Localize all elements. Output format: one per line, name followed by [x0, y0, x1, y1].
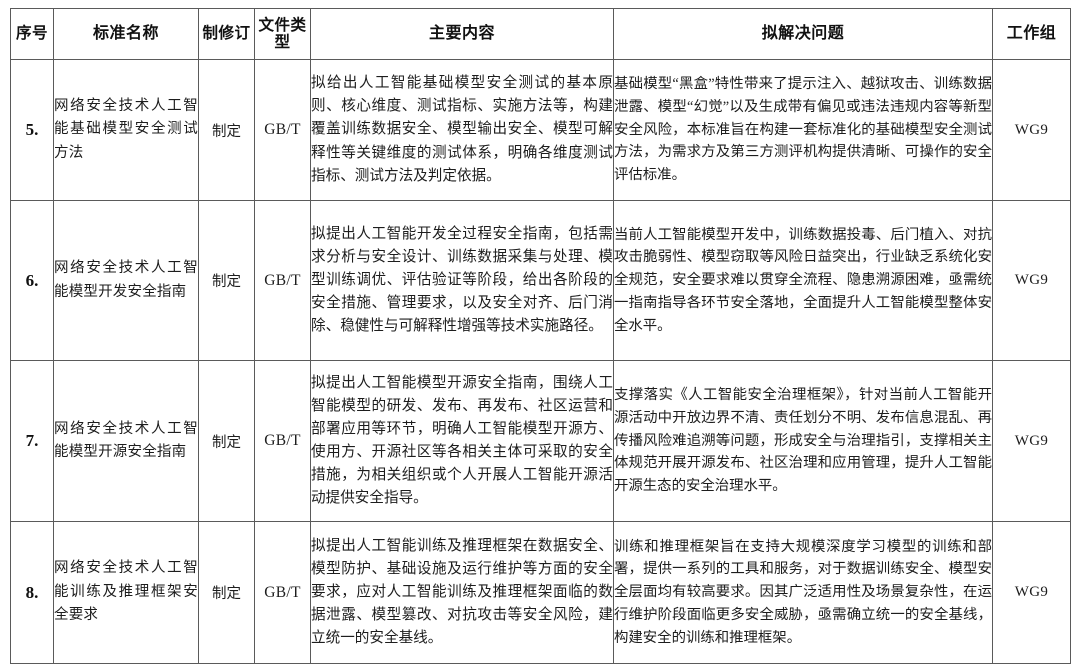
column-header-group: 工作组 [992, 8, 1071, 60]
cell-problem: 基础模型“黑盒”特性带来了提示注入、越狱攻击、训练数据泄露、模型“幻觉”以及生成… [613, 59, 993, 201]
cell-seq: 7. [10, 360, 54, 522]
table-row: 8. 网络安全技术人工智能训练及推理框架安全要求 制定 GB/T 拟提出人工智能… [10, 521, 1071, 664]
cell-seq: 8. [10, 521, 54, 664]
cell-working-group: WG9 [992, 521, 1071, 664]
column-header-problem-label: 拟解决问题 [761, 25, 845, 43]
cell-main-content: 拟提出人工智能开发全过程安全指南，包括需求分析与安全设计、训练数据采集与处理、模… [310, 200, 614, 361]
main-content-text: 拟提出人工智能模型开源安全指南，围绕人工智能模型的研发、发布、再发布、社区运营和… [311, 374, 613, 507]
cell-revise-type: 制定 [198, 521, 255, 664]
column-header-content-label: 主要内容 [428, 25, 495, 43]
standard-name-text: 网络安全技术人工智能训练及推理框架安全要求 [54, 560, 198, 624]
main-content-text: 拟提出人工智能开发全过程安全指南，包括需求分析与安全设计、训练数据采集与处理、模… [311, 225, 613, 335]
main-content-text: 拟给出人工智能基础模型安全测试的基本原则、核心维度、测试指标、实施方法等，构建覆… [311, 75, 613, 184]
problem-text: 基础模型“黑盒”特性带来了提示注入、越狱攻击、训练数据泄露、模型“幻觉”以及生成… [614, 76, 992, 184]
cell-working-group: WG9 [992, 59, 1071, 201]
problem-text: 训练和推理框架旨在支持大规模深度学习模型的训练和部署，提供一系列的工具和服务，对… [614, 538, 992, 646]
column-header-seq: 序号 [10, 8, 54, 60]
column-header-content: 主要内容 [310, 8, 614, 60]
header-row: 序号 标准名称 制修订 文件类型 主要内容 拟解决问题 工作组 [10, 8, 1071, 60]
cell-main-content: 拟提出人工智能模型开源安全指南，围绕人工智能模型的研发、发布、再发布、社区运营和… [310, 360, 614, 522]
document-type-text: GB/T [264, 583, 301, 601]
cell-seq: 5. [10, 59, 54, 201]
cell-document-type: GB/T [254, 521, 311, 664]
cell-document-type: GB/T [254, 200, 311, 361]
main-content-text: 拟提出人工智能训练及推理框架在数据安全、模型防护、基础设施及运行维护等方面的安全… [311, 537, 613, 647]
standard-name-text: 网络安全技术人工智能基础模型安全测试方法 [54, 97, 198, 161]
column-header-seq-label: 序号 [15, 24, 48, 42]
column-header-problem: 拟解决问题 [613, 8, 993, 60]
column-header-doctype-label: 文件类型 [258, 16, 307, 51]
standard-name-text: 网络安全技术人工智能模型开源安全指南 [54, 420, 198, 460]
problem-text: 支撑落实《人工智能安全治理框架》，针对当前人工智能开源活动中开放边界不清、责任划… [614, 387, 992, 495]
column-header-doctype: 文件类型 [254, 8, 311, 60]
column-header-revise-label: 制修订 [202, 25, 251, 43]
table-header: 序号 标准名称 制修订 文件类型 主要内容 拟解决问题 工作组 [10, 8, 1071, 60]
table-body: 5. 网络安全技术人工智能基础模型安全测试方法 制定 GB/T 拟给出人工智能基… [10, 59, 1071, 664]
table-row: 6. 网络安全技术人工智能模型开发安全指南 制定 GB/T 拟提出人工智能开发全… [10, 200, 1071, 361]
cell-main-content: 拟给出人工智能基础模型安全测试的基本原则、核心维度、测试指标、实施方法等，构建覆… [310, 59, 614, 201]
column-header-group-label: 工作组 [1006, 25, 1057, 43]
problem-text: 当前人工智能模型开发中，训练数据投毒、后门植入、对抗攻击脆弱性、模型窃取等风险日… [614, 226, 992, 334]
cell-main-content: 拟提出人工智能训练及推理框架在数据安全、模型防护、基础设施及运行维护等方面的安全… [310, 521, 614, 664]
column-header-revise: 制修订 [198, 8, 255, 60]
cell-standard-name: 网络安全技术人工智能模型开发安全指南 [53, 200, 199, 361]
cell-working-group: WG9 [992, 360, 1071, 522]
table-row: 5. 网络安全技术人工智能基础模型安全测试方法 制定 GB/T 拟给出人工智能基… [10, 59, 1071, 201]
cell-problem: 训练和推理框架旨在支持大规模深度学习模型的训练和部署，提供一系列的工具和服务，对… [613, 521, 993, 664]
cell-revise-type: 制定 [198, 200, 255, 361]
standard-name-text: 网络安全技术人工智能模型开发安全指南 [54, 260, 198, 300]
cell-standard-name: 网络安全技术人工智能模型开源安全指南 [53, 360, 199, 522]
cell-document-type: GB/T [254, 360, 311, 522]
cell-document-type: GB/T [254, 59, 311, 201]
cell-revise-type: 制定 [198, 360, 255, 522]
cell-working-group: WG9 [992, 200, 1071, 361]
document-type-text: GB/T [264, 271, 301, 289]
column-header-name-label: 标准名称 [92, 25, 159, 43]
document-type-text: GB/T [264, 121, 301, 138]
cell-standard-name: 网络安全技术人工智能训练及推理框架安全要求 [53, 521, 199, 664]
cell-standard-name: 网络安全技术人工智能基础模型安全测试方法 [53, 59, 199, 201]
document-type-text: GB/T [264, 432, 301, 449]
cell-problem: 当前人工智能模型开发中，训练数据投毒、后门植入、对抗攻击脆弱性、模型窃取等风险日… [613, 200, 993, 361]
cell-revise-type: 制定 [198, 59, 255, 201]
column-header-name: 标准名称 [53, 8, 199, 60]
cell-problem: 支撑落实《人工智能安全治理框架》，针对当前人工智能开源活动中开放边界不清、责任划… [613, 360, 993, 522]
table-row: 7. 网络安全技术人工智能模型开源安全指南 制定 GB/T 拟提出人工智能模型开… [10, 360, 1071, 522]
cell-seq: 6. [10, 200, 54, 361]
standards-table: 序号 标准名称 制修订 文件类型 主要内容 拟解决问题 工作组 [10, 8, 1071, 664]
